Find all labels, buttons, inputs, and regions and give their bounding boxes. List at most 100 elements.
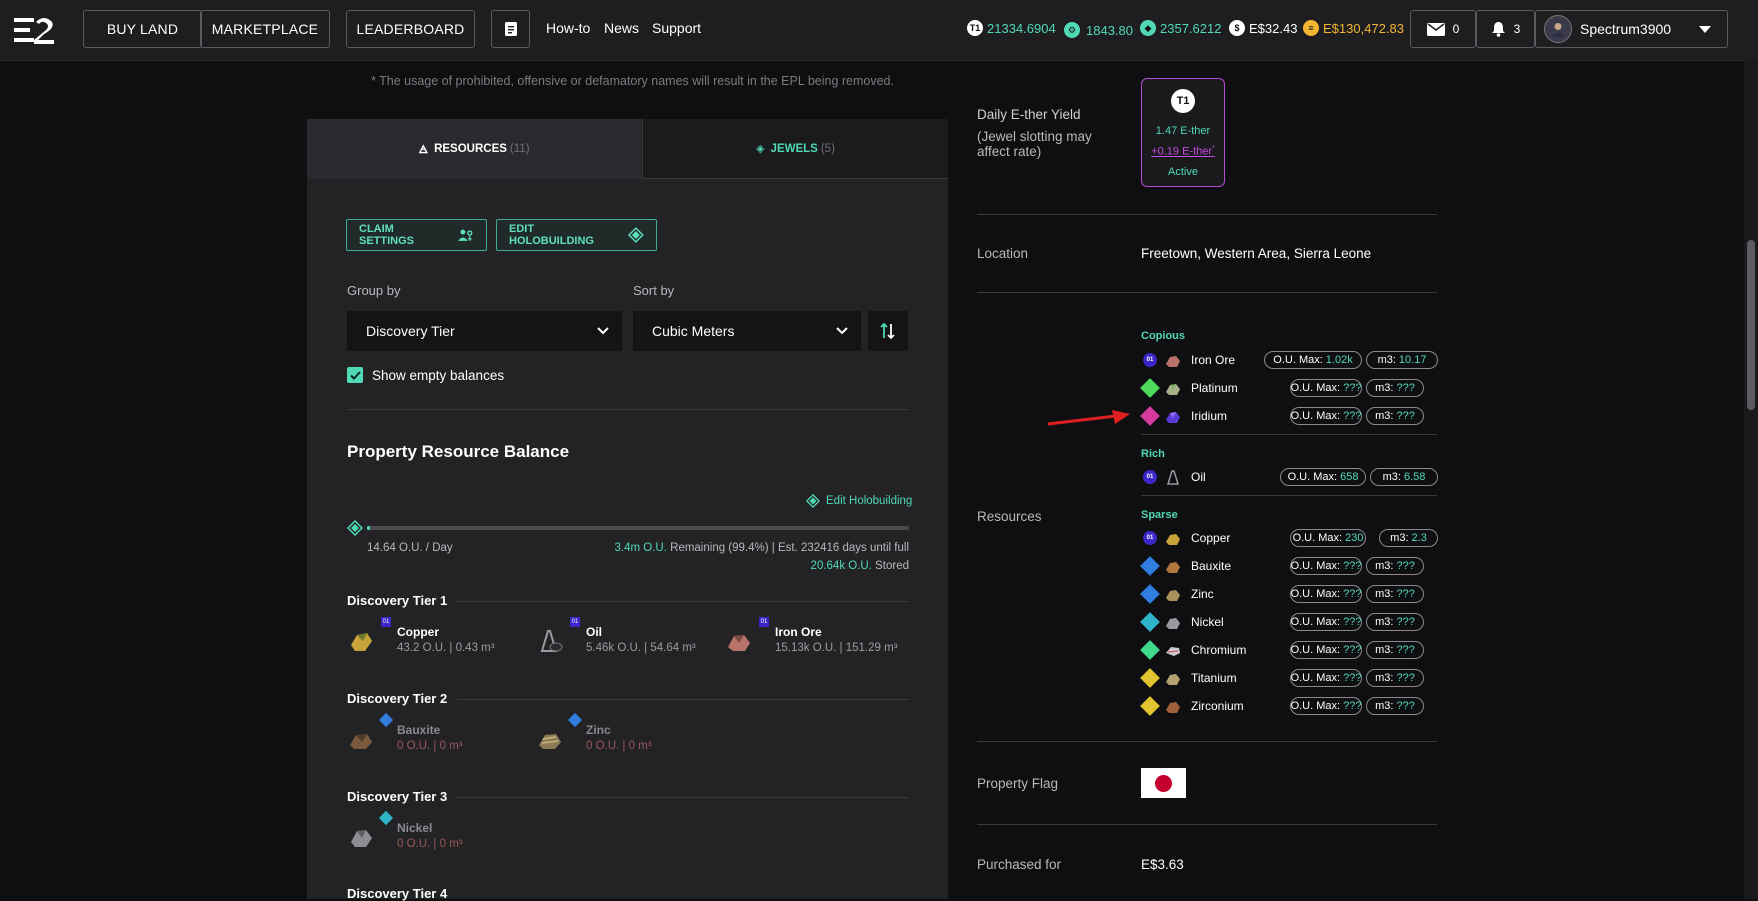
- resource-item-oil[interactable]: 01 Oil 5.46k O.U. | 54.64 m³: [536, 617, 706, 661]
- tab-resources[interactable]: 🜁 RESOURCES (11): [307, 119, 641, 179]
- group-by-select[interactable]: Discovery Tier: [347, 311, 622, 351]
- resource-row-platinum[interactable]: Platinum O.U. Max:??? m3:???: [1140, 377, 1439, 399]
- location-label: Location: [977, 246, 1029, 261]
- resource-row-bauxite[interactable]: Bauxite O.U. Max:??? m3:???: [1140, 555, 1439, 577]
- tier-badge: 01: [1143, 531, 1157, 545]
- m3-value: ???: [1396, 382, 1415, 394]
- tier-t1-badge: T1: [1171, 89, 1195, 113]
- group-rich: Rich: [1141, 448, 1165, 460]
- tab-resources-count: (11): [509, 143, 530, 155]
- document-icon: [504, 22, 517, 36]
- daily-yield-sublabel: (Jewel slotting may affect rate): [977, 129, 1092, 159]
- resource-amount: 43.2 O.U. | 0.43 m³: [397, 642, 495, 654]
- balance-t1[interactable]: T1 21334.6904: [967, 20, 1056, 36]
- ou-label: O.U. Max:: [1292, 532, 1343, 544]
- m3-pill: m3:???: [1366, 379, 1424, 397]
- resource-item-iron-ore[interactable]: 01 Iron Ore 15.13k O.U. | 151.29 m³: [725, 617, 898, 661]
- edit-holobuilding-button[interactable]: EDIT HOLOBUILDING: [496, 219, 657, 251]
- resource-row-zinc[interactable]: Zinc O.U. Max:??? m3:???: [1140, 583, 1439, 605]
- ou-value: ???: [1343, 644, 1362, 656]
- copper-ore-icon: [351, 633, 372, 651]
- tier-badge: [1140, 640, 1160, 660]
- iron-ore-icon: [728, 635, 750, 651]
- dollar-icon: $: [1229, 20, 1245, 36]
- resource-row-chromium[interactable]: Chromium O.U. Max:??? m3:???: [1140, 639, 1439, 661]
- resource-row-iridium[interactable]: Iridium O.U. Max:??? m3:???: [1140, 405, 1439, 427]
- earth2-logo-icon[interactable]: [14, 16, 56, 44]
- gear-token-icon: ⚙: [1062, 20, 1082, 40]
- yield-bonus[interactable]: +0.19 E-ther*: [1142, 145, 1224, 158]
- tab-resources-label: RESOURCES: [434, 143, 507, 155]
- mail-button[interactable]: 0: [1410, 10, 1476, 48]
- resource-row-zirconium[interactable]: Zirconium O.U. Max:??? m3:???: [1140, 695, 1439, 717]
- balance-value: 1843.80: [1086, 22, 1133, 38]
- m3-pill: m3: 10.17: [1366, 351, 1438, 369]
- ou-value: ???: [1343, 616, 1362, 628]
- tab-jewels[interactable]: ◈ JEWELS (5): [642, 119, 948, 179]
- marketplace-button[interactable]: MARKETPLACE: [200, 10, 330, 48]
- remaining-info: 3.4m O.U. Remaining (99.4%) | Est. 23241…: [615, 542, 909, 554]
- ether-yield-card[interactable]: T1 1.47 E-ther +0.19 E-ther* Active: [1141, 78, 1225, 187]
- tier-heading: Discovery Tier 4: [347, 886, 448, 901]
- balance-value: 21334.6904: [987, 20, 1056, 36]
- m3-value: ???: [1396, 672, 1415, 684]
- chevron-down-icon: [1699, 26, 1711, 33]
- resource-item-copper[interactable]: 01 Copper 43.2 O.U. | 0.43 m³: [347, 617, 517, 661]
- resource-row-oil[interactable]: 01 Oil O.U. Max: 658 m3: 6.58: [1141, 466, 1439, 488]
- balance-dollar[interactable]: $ E$32.43: [1229, 20, 1297, 36]
- edit-holobuilding-label: EDIT HOLOBUILDING: [509, 223, 594, 247]
- news-link[interactable]: News: [604, 20, 640, 36]
- m3-value: 10.17: [1398, 354, 1427, 366]
- ou-value: 658: [1340, 471, 1359, 483]
- purchased-for-value: E$3.63: [1141, 857, 1184, 872]
- claim-settings-button[interactable]: CLAIM SETTINGS: [346, 219, 487, 251]
- ou-max-pill: O.U. Max:???: [1290, 697, 1362, 715]
- leaderboard-button[interactable]: LEADERBOARD: [346, 10, 475, 48]
- balance-coin[interactable]: ≡ E$130,472.83: [1303, 20, 1404, 36]
- iridium-ore-icon: [1166, 412, 1180, 423]
- nickel-ore-icon: [1166, 618, 1180, 629]
- panel-tabs: 🜁 RESOURCES (11) ◈ JEWELS (5): [307, 119, 948, 179]
- resource-name: Nickel: [397, 821, 433, 835]
- divider: [1141, 434, 1437, 435]
- resource-item-bauxite[interactable]: Bauxite 0 O.U. | 0 m³: [347, 712, 517, 759]
- divider: [457, 797, 909, 798]
- tier-badge: 01: [381, 617, 391, 627]
- sort-direction-button[interactable]: [868, 311, 908, 351]
- japan-flag-icon[interactable]: [1141, 768, 1186, 798]
- balance-gear[interactable]: ⚙ 1843.80: [1062, 20, 1133, 40]
- purchased-for-label: Purchased for: [977, 857, 1062, 872]
- m3-pill: m3:???: [1366, 557, 1424, 575]
- resource-row-nickel[interactable]: Nickel O.U. Max:??? m3:???: [1140, 611, 1439, 633]
- property-resource-balance-title: Property Resource Balance: [347, 442, 570, 461]
- resource-item-zinc[interactable]: Zinc 0 O.U. | 0 m³: [536, 712, 706, 759]
- support-link[interactable]: Support: [652, 20, 702, 36]
- resource-item-nickel[interactable]: Nickel 0 O.U. | 0 m³: [347, 810, 517, 857]
- document-button[interactable]: [491, 10, 530, 48]
- scrollbar-thumb[interactable]: [1747, 240, 1755, 410]
- stored-info: 20.64k O.U. Stored: [811, 560, 909, 572]
- resource-name: Bauxite: [397, 723, 441, 737]
- resource-row-iron-ore[interactable]: 01 Iron Ore O.U. Max: 1.02k m3: 10.17: [1141, 349, 1439, 371]
- edit-holo-link-label: Edit Holobuilding: [826, 495, 913, 507]
- buy-land-button[interactable]: BUY LAND: [83, 10, 202, 48]
- sort-by-select[interactable]: Cubic Meters: [633, 311, 861, 351]
- ou-value: ???: [1343, 672, 1362, 684]
- show-empty-checkbox[interactable]: [347, 367, 363, 383]
- divider: [977, 292, 1437, 293]
- resource-amount: 0 O.U. | 0 m³: [397, 838, 463, 850]
- balance-essence[interactable]: ◆ 2357.6212: [1140, 20, 1221, 36]
- m3-value: ???: [1396, 410, 1415, 422]
- m3-label: m3:: [1375, 700, 1394, 712]
- notifications-button[interactable]: 3: [1476, 10, 1535, 48]
- daily-yield-label: Daily E-ther Yield: [977, 107, 1081, 122]
- edit-holobuilding-link[interactable]: Edit Holobuilding: [806, 494, 912, 508]
- page-scrollbar[interactable]: [1744, 60, 1758, 899]
- user-menu[interactable]: Spectrum3900: [1535, 10, 1728, 48]
- resource-row-titanium[interactable]: Titanium O.U. Max:??? m3:???: [1140, 667, 1439, 689]
- bauxite-ore-icon: [350, 734, 372, 749]
- ou-label: O.U. Max:: [1290, 560, 1341, 572]
- m3-pill: m3:???: [1366, 585, 1424, 603]
- resource-row-copper[interactable]: 01 Copper O.U. Max: 230 m3: 2.3: [1141, 527, 1439, 549]
- howto-link[interactable]: How-to: [546, 20, 591, 36]
